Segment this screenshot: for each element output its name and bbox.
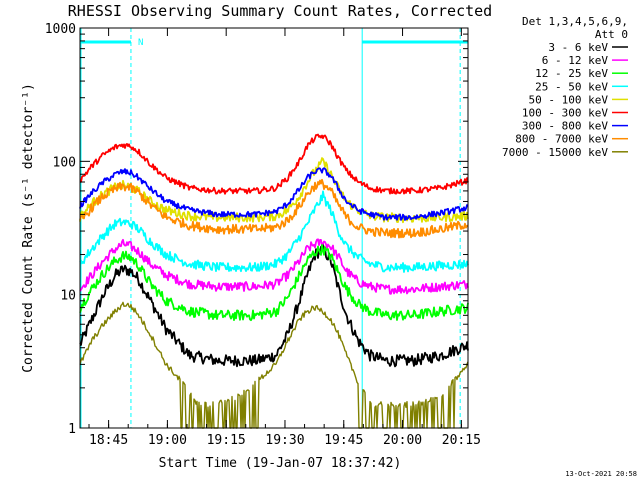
plot-frame bbox=[79, 27, 469, 429]
series-line-2 bbox=[79, 238, 469, 295]
y-tick-label: 1 bbox=[68, 422, 76, 437]
flag-label: N bbox=[138, 38, 143, 48]
series-line-4 bbox=[79, 190, 469, 273]
y-tick-label: 1000 bbox=[45, 22, 76, 37]
series-line-9 bbox=[79, 301, 469, 429]
series-line-6 bbox=[79, 133, 469, 195]
legend-label: 100 - 300 keV bbox=[522, 107, 608, 120]
timestamp: 13-Oct-2021 20:58 bbox=[565, 470, 637, 478]
legend-label: 12 - 25 keV bbox=[535, 67, 608, 80]
series-line-5 bbox=[79, 157, 469, 224]
series-line-3 bbox=[79, 244, 469, 322]
x-tick-label: 19:15 bbox=[207, 433, 246, 448]
x-tick-label: 20:00 bbox=[383, 433, 422, 448]
legend-label: 25 - 50 keV bbox=[535, 80, 608, 93]
y-axis-label: Corrected Count Rate (s⁻¹ detector⁻¹) bbox=[21, 83, 36, 373]
legend-label: 7000 - 15000 keV bbox=[502, 146, 608, 159]
legend-label: 3 - 6 keV bbox=[548, 41, 608, 54]
legend-label: 800 - 7000 keV bbox=[515, 133, 608, 146]
x-tick-label: 20:15 bbox=[442, 433, 481, 448]
legend-header: Att 0 bbox=[595, 28, 628, 41]
chart-title: RHESSI Observing Summary Count Rates, Co… bbox=[68, 2, 492, 20]
series-line-7 bbox=[79, 167, 469, 221]
legend-label: 300 - 800 keV bbox=[522, 120, 608, 133]
series-line-8 bbox=[79, 178, 469, 239]
x-axis-label: Start Time (19-Jan-07 18:37:42) bbox=[159, 456, 402, 471]
x-tick-label: 18:45 bbox=[89, 433, 128, 448]
y-tick-label: 10 bbox=[60, 289, 76, 304]
x-tick-label: 19:00 bbox=[148, 433, 187, 448]
y-tick-label: 100 bbox=[53, 155, 76, 170]
x-tick-label: 19:30 bbox=[265, 433, 304, 448]
x-tick-label: 19:45 bbox=[324, 433, 363, 448]
series-line-1 bbox=[79, 242, 469, 368]
series-group bbox=[79, 133, 469, 429]
legend-label: 50 - 100 keV bbox=[529, 93, 609, 106]
legend-header: Det 1,3,4,5,6,9, bbox=[522, 15, 628, 28]
x-axis: 18:45 19:00 19:15 19:30 19:45 20:00 20:15 bbox=[88, 28, 481, 448]
legend-label: 6 - 12 keV bbox=[542, 54, 609, 67]
y-axis: 1 10 100 1000 bbox=[45, 22, 468, 437]
